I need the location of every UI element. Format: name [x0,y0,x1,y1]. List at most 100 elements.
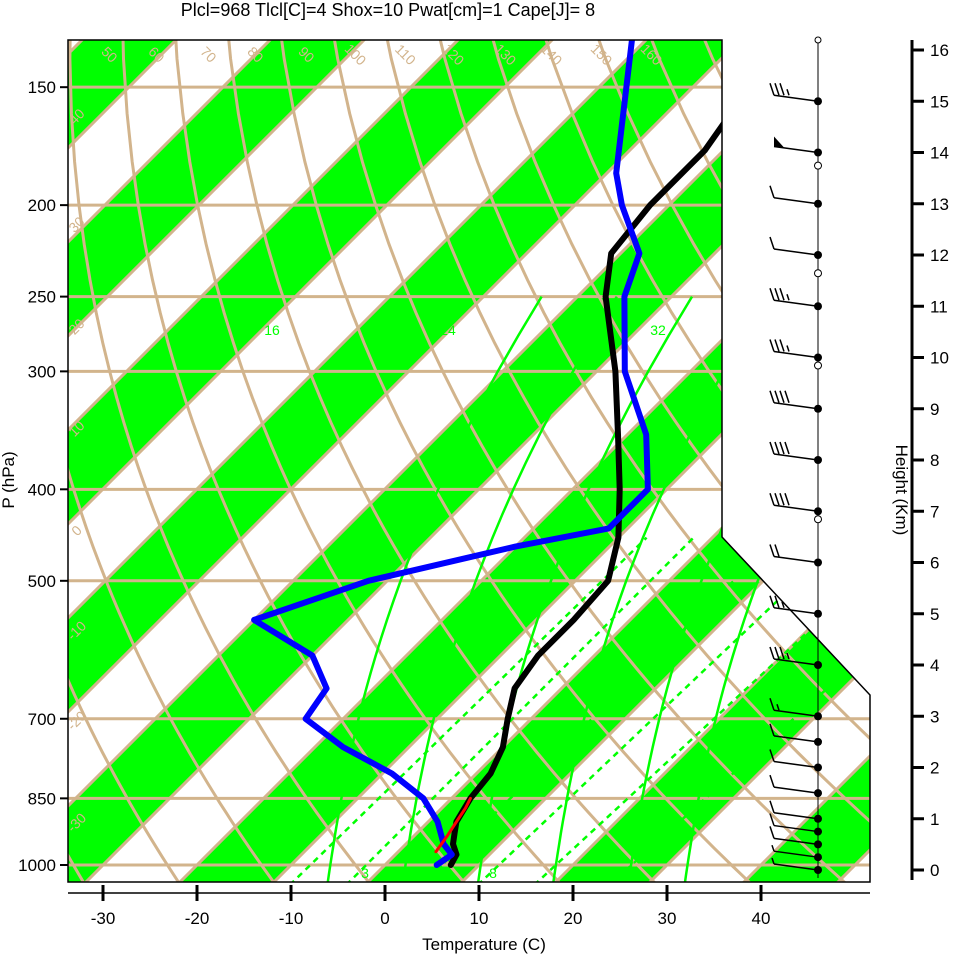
wind-half-flag [781,601,785,608]
wind-barb [773,350,819,359]
wind-barb [773,824,819,833]
height-tick-label: 0 [930,861,939,880]
wind-barb [773,812,819,820]
moist-adiabat-line [326,295,543,882]
wind-flag [774,390,780,403]
barb-open-marker [814,515,822,524]
moist-adiabat-line [551,295,769,882]
p-tick-label: 400 [28,480,56,499]
height-tick-label: 5 [930,605,939,624]
height-tick-label: 9 [930,400,939,419]
wind-flag [769,185,775,198]
height-tick-label: 6 [930,554,939,573]
wind-barbs [769,36,822,878]
isopleth-label: 30 [843,645,865,667]
barb-top-marker [814,36,822,44]
isotherm-line [156,40,870,882]
wind-flag [769,493,775,506]
wind-barb [773,658,819,666]
wind-flag [769,544,775,557]
p-tick-label: 150 [28,78,56,97]
isopleth-label: 30 [723,120,745,142]
dry-adiabat-line [68,40,292,882]
wind-half-flag [771,844,775,852]
wind-half-flag [776,704,780,711]
isotherm-line [68,40,870,882]
stability-band [345,40,870,882]
x-tick-label: 0 [380,909,389,928]
y-axis-label: P (hPa) [0,451,18,508]
height-tick-label: 12 [930,246,949,265]
isopleth-label: 0 [68,522,85,539]
wind-flag [784,441,790,455]
wind-barb [773,299,819,307]
wind-barb [773,709,819,717]
height-tick-label: 16 [930,41,949,60]
x-tick-label: 30 [658,909,677,928]
p-tick-label: 850 [28,789,56,808]
wind-flag [774,83,780,96]
wind-flag [779,493,785,506]
x-tick-label: 20 [564,909,583,928]
lower-label: 3 [361,865,369,881]
isopleth-label: 10 [745,537,767,559]
wind-flag [769,826,775,839]
wind-barb [773,453,819,461]
wind-flag [784,493,790,506]
wind-flag [774,595,780,608]
isotherm-line [626,40,870,882]
wind-flag [774,646,780,660]
wind-flag [769,723,775,737]
isotherm-line [68,40,764,882]
mixing-ratio-label: 24 [440,322,456,338]
mixing-ratio-line [288,536,648,882]
isotherm-line [344,40,870,882]
height-tick-label: 11 [930,297,948,316]
wind-half-flag [786,89,790,96]
mixing-ratio-label: 32 [650,322,666,338]
wind-half-flag [786,294,790,301]
stability-band [68,40,870,882]
mixing-ratio-label: 12 [192,322,208,338]
wind-flag [784,390,790,403]
wind-flag [769,774,775,788]
wind-flag [779,646,785,660]
profiles [251,40,842,868]
height-tick-label: 10 [930,349,949,368]
height-tick-label: 15 [930,92,949,111]
height-tick-label: 2 [930,759,939,778]
wind-barb [773,504,819,512]
mixing-ratio-label: 16 [264,322,280,338]
chart-title: Plcl=968 Tlcl[C]=4 Shox=10 Pwat[cm]=1 Ca… [181,0,595,20]
isopleth-label: 20 [793,590,815,612]
p-tick-label: 200 [28,196,56,215]
p-tick-label: 700 [28,710,56,729]
wind-barb [773,248,819,256]
wind-barb [773,786,819,794]
x-tick-label: -20 [185,909,210,928]
wind-flag [774,339,780,352]
wind-flag [774,441,780,455]
isopleth-label: 150 [588,41,616,69]
mixing-ratio-line [533,536,870,882]
dry-adiabat-line [68,40,195,882]
isopleth-label: 70 [197,43,219,65]
p-tick-label: 300 [28,362,56,381]
p-tick-label: 500 [28,572,56,591]
x-tick-label: 40 [752,909,771,928]
barb-open-marker [814,269,822,278]
wind-flag [769,800,775,813]
wind-barb [773,402,819,410]
parcel-line [434,796,472,854]
isopleth-label: 20 [723,233,745,255]
p-tick-label: 1000 [18,856,56,875]
isotherm-line [68,40,858,882]
x-tick-label: -10 [279,909,304,928]
dewpoint-line [251,40,651,868]
isopleth-label: 0 [726,458,743,475]
x-tick-label: -30 [91,909,116,928]
isopleth-label: 10 [723,340,745,362]
wind-barb [773,94,819,102]
wind-flag [779,441,785,455]
